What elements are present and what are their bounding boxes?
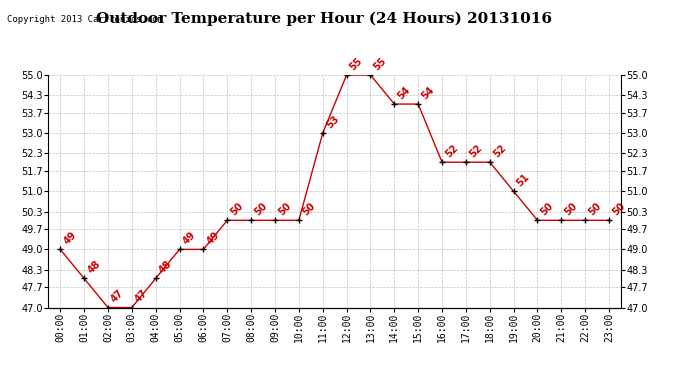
Text: 49: 49 <box>205 230 221 247</box>
Text: 50: 50 <box>277 201 293 217</box>
Text: 47: 47 <box>133 288 150 305</box>
Text: 51: 51 <box>515 172 531 189</box>
Text: 48: 48 <box>157 259 174 276</box>
Text: 48: 48 <box>86 259 102 276</box>
Text: 54: 54 <box>395 85 413 101</box>
Text: Copyright 2013 Cartronics.com: Copyright 2013 Cartronics.com <box>7 15 163 24</box>
Text: 49: 49 <box>61 230 78 247</box>
Text: 49: 49 <box>181 230 197 247</box>
Text: 50: 50 <box>300 201 317 217</box>
Text: 55: 55 <box>348 56 364 72</box>
Text: 53: 53 <box>324 114 341 130</box>
Text: 50: 50 <box>539 201 555 217</box>
Text: 50: 50 <box>611 201 627 217</box>
Text: Temperature (°F): Temperature (°F) <box>519 23 627 33</box>
Text: 52: 52 <box>467 143 484 159</box>
Text: 54: 54 <box>420 85 436 101</box>
Text: 55: 55 <box>372 56 388 72</box>
Text: 52: 52 <box>491 143 508 159</box>
Text: 52: 52 <box>444 143 460 159</box>
Text: 50: 50 <box>563 201 580 217</box>
Text: 50: 50 <box>586 201 603 217</box>
Text: 50: 50 <box>253 201 269 217</box>
Text: 50: 50 <box>228 201 245 217</box>
Text: 47: 47 <box>109 288 126 305</box>
Text: Outdoor Temperature per Hour (24 Hours) 20131016: Outdoor Temperature per Hour (24 Hours) … <box>97 11 552 26</box>
